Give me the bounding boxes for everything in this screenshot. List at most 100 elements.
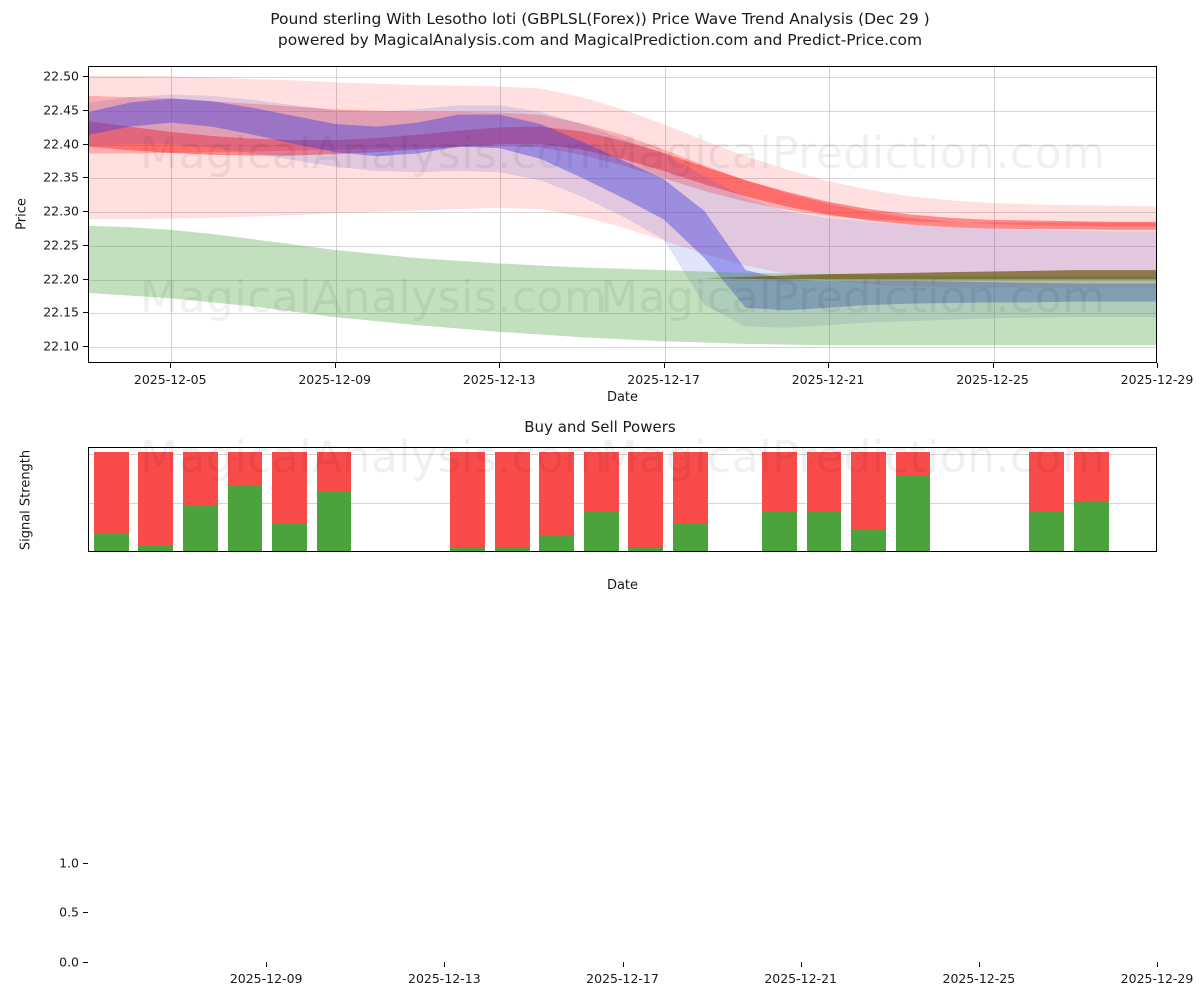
buy-power-segment <box>628 547 664 551</box>
buy-power-segment <box>1029 512 1064 551</box>
grid-line-vertical <box>664 67 666 362</box>
price-band-red-mid-band <box>89 95 1156 227</box>
buy-power-segment <box>227 484 263 551</box>
signal-bar[interactable] <box>1073 451 1109 551</box>
signal-bar[interactable] <box>895 451 931 551</box>
grid-line-horizontal <box>89 245 1156 247</box>
price-x-tick-label: 2025-12-29 <box>1120 372 1194 387</box>
buy-power-segment <box>138 546 174 551</box>
price-band-blue-core-band <box>89 98 1156 311</box>
price-y-tick-label: 22.30 <box>43 203 79 219</box>
price-y-tick-label: 22.10 <box>43 338 79 354</box>
title-line-1: Pound sterling With Lesotho loti (GBPLSL… <box>270 10 930 28</box>
price-y-tick-mark <box>83 177 88 179</box>
price-y-tick-mark <box>83 143 88 145</box>
sell-power-segment <box>316 451 352 491</box>
signal-x-tick-label: 2025-12-09 <box>229 971 303 986</box>
grid-line-vertical <box>829 67 831 362</box>
sell-power-segment <box>450 451 485 548</box>
price-y-tick-mark <box>83 278 88 280</box>
buy-power-segment <box>583 512 619 551</box>
grid-line-horizontal <box>89 110 1156 112</box>
signal-bar[interactable] <box>1029 451 1064 551</box>
price-y-tick-label: 22.35 <box>43 169 79 185</box>
signal-bar[interactable] <box>450 451 485 551</box>
grid-line-horizontal <box>89 178 1156 180</box>
price-y-tick-mark <box>83 76 88 78</box>
price-band-red-outer-band <box>89 75 1156 288</box>
price-y-tick-mark <box>83 346 88 348</box>
signal-x-tick-label: 2025-12-21 <box>764 971 837 986</box>
price-x-tick-label: 2025-12-09 <box>298 372 372 387</box>
buy-sell-powers-title: Buy and Sell Powers <box>524 418 676 436</box>
signal-bar[interactable] <box>494 451 530 551</box>
sell-power-segment <box>1073 451 1109 502</box>
sell-power-segment <box>539 451 575 536</box>
price-x-tick-label: 2025-12-17 <box>627 372 700 387</box>
grid-line-horizontal <box>89 347 1156 349</box>
signal-x-tick-mark <box>978 962 980 967</box>
price-band-dark-trend-line <box>89 270 1156 280</box>
price-x-tick-mark <box>334 363 336 368</box>
signal-x-axis-label: Date <box>606 578 639 593</box>
signal-x-tick-label: 2025-12-25 <box>942 971 1016 986</box>
signal-x-tick-label: 2025-12-29 <box>1120 971 1194 986</box>
price-band-red-core-band <box>89 121 1156 230</box>
signal-bar[interactable] <box>138 451 174 551</box>
signal-bar[interactable] <box>182 451 218 551</box>
price-band-green-band <box>89 225 1156 346</box>
buy-sell-powers-panel: Buy and Sell Powers 0.0 0.5 1.0 2025-12-09… <box>0 410 1200 986</box>
grid-line-horizontal <box>89 77 1156 79</box>
price-x-tick-mark <box>828 363 830 368</box>
price-x-tick-label: 2025-12-25 <box>956 372 1029 387</box>
signal-bar[interactable] <box>762 451 797 551</box>
signal-y-tick-mark <box>83 912 88 914</box>
signal-bar[interactable] <box>851 451 886 551</box>
signal-bar[interactable] <box>93 451 129 551</box>
grid-line-horizontal <box>89 212 1156 214</box>
price-y-axis-label: Price <box>14 198 30 230</box>
grid-line-horizontal <box>89 453 1156 455</box>
buy-power-segment <box>762 512 797 551</box>
signal-y-tick-label: 0.0 <box>59 954 79 970</box>
signal-x-tick-mark <box>1157 962 1158 967</box>
sell-power-segment <box>138 451 174 547</box>
buy-power-segment <box>539 535 575 551</box>
signal-plot-area[interactable] <box>88 447 1157 552</box>
price-x-axis-label: Date <box>606 390 639 405</box>
buy-power-segment <box>272 524 307 551</box>
signal-x-tick-mark <box>266 962 268 967</box>
sell-power-segment <box>806 451 842 513</box>
sell-power-segment <box>628 451 664 548</box>
signal-bar[interactable] <box>539 451 575 551</box>
sell-power-segment <box>672 451 708 525</box>
buy-power-segment <box>182 506 218 551</box>
signal-bar[interactable] <box>672 451 708 551</box>
buy-power-segment <box>450 547 485 551</box>
buy-power-segment <box>851 529 886 551</box>
buy-power-segment <box>93 534 129 551</box>
price-x-tick-mark <box>499 363 501 368</box>
signal-bar[interactable] <box>583 451 619 551</box>
buy-power-segment <box>1073 501 1109 551</box>
sell-power-segment <box>182 451 218 507</box>
signal-x-tick-label: 2025-12-17 <box>586 971 659 986</box>
price-y-tick-mark <box>83 109 88 111</box>
signal-bar[interactable] <box>316 451 352 551</box>
price-plot-area[interactable] <box>88 66 1157 363</box>
signal-x-tick-mark <box>622 962 624 967</box>
price-wave-panel: 22.10 22.15 22.20 22.25 22.30 22.35 22.40 22.45… <box>0 0 1200 410</box>
price-x-tick-mark <box>992 363 994 368</box>
price-y-tick-label: 22.15 <box>43 304 79 320</box>
signal-y-tick-mark <box>83 862 88 864</box>
signal-bar[interactable] <box>227 451 263 551</box>
buy-power-segment <box>494 547 530 551</box>
signal-bar[interactable] <box>628 451 664 551</box>
grid-line-horizontal <box>89 503 1156 505</box>
signal-y-tick-mark <box>83 962 88 963</box>
signal-bar[interactable] <box>806 451 842 551</box>
price-y-tick-label: 22.20 <box>43 271 79 287</box>
price-y-tick-label: 22.25 <box>43 237 79 253</box>
signal-bar[interactable] <box>272 451 307 551</box>
